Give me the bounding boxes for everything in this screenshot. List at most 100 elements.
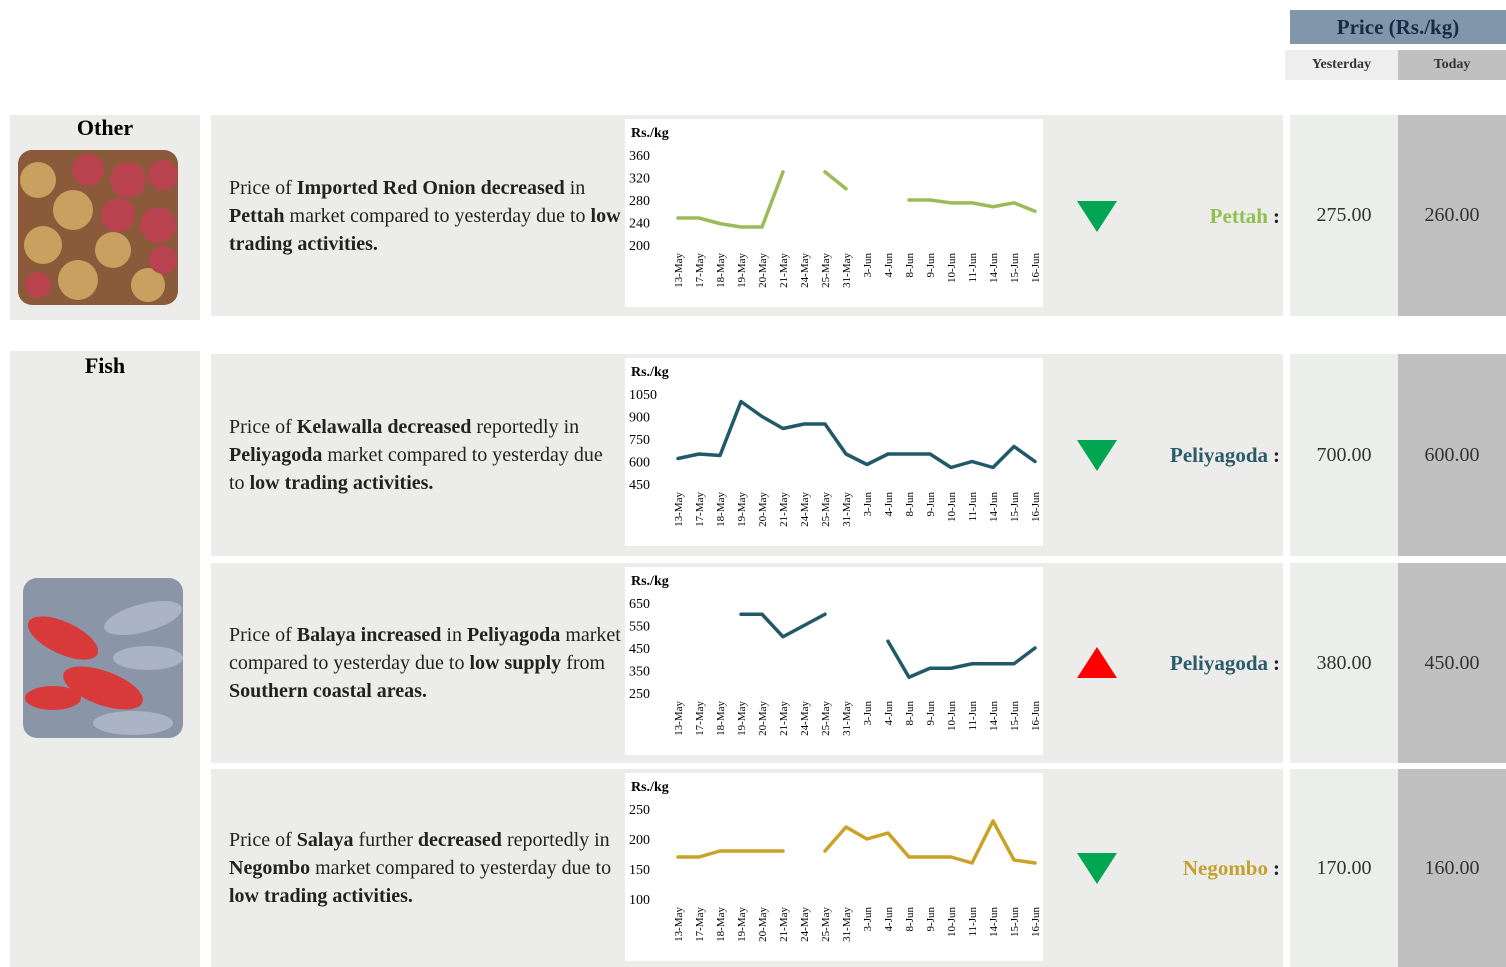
yesterday-price: 275.00 [1290,115,1398,316]
price-chart: Rs./kg20024028032036013-May17-May18-May1… [625,119,1043,307]
x-tick-label: 17-May [694,701,706,736]
market-name: Pettah [1210,204,1268,228]
description-text: Price of Balaya increased in Peliyagoda … [229,621,621,705]
x-tick-label: 24-May [799,492,811,527]
market: Peliyagoda: [1100,649,1280,677]
description-segment: from [561,652,605,674]
x-tick-label: 9-Jun [925,907,937,932]
x-tick-label: 25-May [820,907,832,942]
description-segment: Kelawalla decreased [297,416,472,438]
x-tick-label: 17-May [694,253,706,288]
today-price: 600.00 [1398,354,1506,556]
market: Peliyagoda: [1100,441,1280,469]
market: Pettah: [1100,202,1280,230]
x-tick-label: 20-May [757,701,769,736]
x-tick-label: 31-May [841,701,853,736]
x-tick-label: 18-May [715,907,727,942]
x-tick-label: 19-May [736,253,748,288]
price-line [678,402,1035,468]
x-tick-label: 11-Jun [967,253,979,283]
y-axis-label: Rs./kg [631,574,669,589]
x-tick-label: 19-May [736,701,748,736]
description: Price of Kelawalla decreased reportedly … [229,354,621,556]
price-line [825,821,1035,863]
description: Price of Salaya further decreased report… [229,769,621,967]
x-tick-label: 10-Jun [946,701,958,731]
today-header: Today [1398,50,1506,80]
x-tick-label: 18-May [715,492,727,527]
y-tick-label: 600 [629,456,650,471]
today-price: 450.00 [1398,563,1506,763]
today-price: 160.00 [1398,769,1506,967]
x-tick-label: 3-Jun [862,492,874,517]
x-tick-label: 24-May [799,907,811,942]
x-tick-label: 11-Jun [967,907,979,937]
description-text: Price of Imported Red Onion decreased in… [229,174,621,258]
description-segment: Price of [229,177,297,199]
y-tick-label: 450 [629,642,650,657]
description-segment: market compared to yesterday due to [285,205,591,227]
description: Price of Imported Red Onion decreased in… [229,115,621,316]
description-segment: Salaya [297,829,354,851]
x-tick-label: 31-May [841,907,853,942]
description-segment: Balaya increased [297,624,442,646]
description-segment: Price of [229,624,297,646]
description-segment: Southern coastal areas. [229,680,427,702]
y-tick-label: 350 [629,665,650,680]
y-tick-label: 250 [629,687,650,702]
market: Negombo: [1100,854,1280,882]
fish-image [23,578,183,738]
today-price: 260.00 [1398,115,1506,316]
x-tick-label: 11-Jun [967,701,979,731]
price-line [678,172,783,227]
yesterday-price: 700.00 [1290,354,1398,556]
x-tick-label: 18-May [715,701,727,736]
description-segment: Pettah [229,205,285,227]
description-segment: low supply [469,652,561,674]
market-name: Peliyagoda [1170,443,1268,467]
x-tick-label: 25-May [820,701,832,736]
y-tick-label: 320 [629,172,650,187]
description: Price of Balaya increased in Peliyagoda … [229,563,621,763]
description-segment: Price of [229,416,297,438]
x-tick-label: 15-Jun [1009,492,1021,522]
x-tick-label: 14-Jun [988,907,1000,937]
y-tick-label: 100 [629,893,650,908]
x-tick-label: 3-Jun [862,907,874,932]
description-segment: reportedly in [471,416,579,438]
description-segment: low trading activities. [250,472,434,494]
x-tick-label: 15-Jun [1009,253,1021,283]
x-tick-label: 13-May [673,253,685,288]
x-tick-label: 13-May [673,907,685,942]
description-segment: Peliyagoda [229,444,322,466]
description-text: Price of Salaya further decreased report… [229,826,621,910]
description-segment: Price of [229,829,297,851]
description-segment: reportedly in [502,829,610,851]
y-axis-label: Rs./kg [631,365,669,380]
market-separator: : [1273,651,1280,675]
x-tick-label: 25-May [820,253,832,288]
y-tick-label: 200 [629,239,650,254]
x-tick-label: 31-May [841,253,853,288]
x-tick-label: 3-Jun [862,253,874,278]
page: Price (Rs./kg) Yesterday Today Other Fis… [0,0,1506,967]
x-tick-label: 4-Jun [883,492,895,517]
x-tick-label: 8-Jun [904,253,916,278]
market-separator: : [1273,204,1280,228]
x-tick-label: 24-May [799,253,811,288]
description-segment: market compared to yesterday due to [310,857,611,879]
x-tick-label: 24-May [799,701,811,736]
description-segment: low trading activities. [229,885,413,907]
yesterday-price: 170.00 [1290,769,1398,967]
y-tick-label: 900 [629,411,650,426]
vegetable-image [18,150,178,305]
x-tick-label: 8-Jun [904,701,916,726]
x-tick-label: 19-May [736,492,748,527]
x-tick-label: 9-Jun [925,492,937,517]
description-segment: Negombo [229,857,310,879]
x-tick-label: 4-Jun [883,907,895,932]
x-tick-label: 13-May [673,492,685,527]
x-tick-label: 17-May [694,907,706,942]
x-tick-label: 10-Jun [946,253,958,283]
